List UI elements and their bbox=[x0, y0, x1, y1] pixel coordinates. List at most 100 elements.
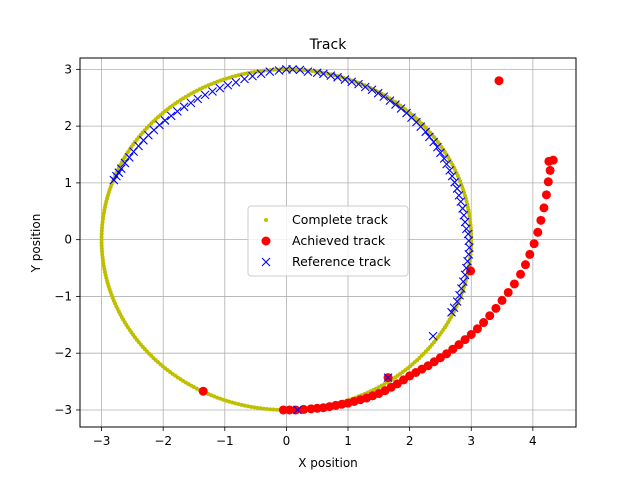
x-marker-stroke bbox=[333, 72, 342, 82]
x-marker-stroke bbox=[114, 168, 124, 178]
complete-track-point bbox=[215, 395, 220, 400]
x-marker-stroke bbox=[261, 257, 271, 267]
x-marker-stroke bbox=[231, 78, 241, 87]
reference-track-point bbox=[295, 65, 305, 75]
x-marker-stroke bbox=[303, 67, 313, 77]
reference-track-point bbox=[385, 96, 395, 105]
x-marker-stroke bbox=[240, 74, 249, 84]
x-marker-stroke bbox=[385, 96, 395, 105]
reference-track-point bbox=[439, 154, 449, 163]
complete-track-point bbox=[224, 398, 229, 403]
complete-track-point bbox=[468, 219, 473, 224]
x-marker-stroke bbox=[326, 71, 336, 80]
complete-track-point bbox=[271, 407, 276, 412]
achieved-track-point bbox=[485, 311, 495, 321]
reference-track-point bbox=[447, 171, 457, 181]
x-marker-stroke bbox=[109, 175, 119, 185]
y-axis-label: Y position bbox=[29, 214, 43, 274]
series-layer bbox=[99, 64, 558, 415]
reference-track-point bbox=[396, 104, 406, 113]
legend-box bbox=[247, 205, 409, 277]
x-marker-stroke bbox=[248, 71, 257, 81]
x-marker-stroke bbox=[455, 290, 464, 300]
reference-track-point bbox=[248, 71, 257, 81]
legend: Complete track Achieved track Reference … bbox=[247, 205, 409, 277]
achieved-track-point bbox=[516, 269, 526, 279]
complete-track-point bbox=[261, 406, 266, 411]
reference-track-point bbox=[293, 405, 302, 415]
reference-track-point bbox=[454, 190, 464, 200]
reference-track-point bbox=[447, 307, 456, 317]
achieved-track-point bbox=[536, 215, 546, 225]
complete-track-point bbox=[100, 222, 105, 227]
complete-track-point bbox=[100, 255, 105, 260]
x-marker-stroke bbox=[288, 64, 297, 74]
complete-track-point bbox=[99, 243, 104, 248]
reference-track-point bbox=[460, 270, 470, 280]
reference-track-point bbox=[391, 100, 400, 109]
x-marker-stroke bbox=[452, 184, 462, 193]
reference-track-point bbox=[421, 127, 431, 137]
complete-track-point bbox=[236, 402, 241, 407]
complete-track-point bbox=[252, 405, 257, 410]
achieved-track-point bbox=[466, 329, 476, 339]
reference-track-point bbox=[282, 64, 291, 74]
x-marker-stroke bbox=[442, 159, 451, 169]
achieved-track-point bbox=[494, 76, 504, 86]
x-tick-label: 0 bbox=[283, 434, 291, 448]
reference-track-point bbox=[428, 331, 438, 341]
complete-track-point bbox=[99, 228, 104, 233]
reference-track-point bbox=[208, 87, 217, 96]
x-marker-stroke bbox=[457, 284, 466, 293]
achieved-track-point bbox=[299, 404, 309, 414]
x-marker-stroke bbox=[460, 217, 470, 227]
x-marker-stroke bbox=[367, 85, 377, 95]
reference-track-point bbox=[459, 210, 469, 220]
reference-track-point bbox=[442, 159, 451, 169]
reference-track-point bbox=[155, 120, 164, 130]
complete-track-point bbox=[99, 237, 104, 242]
reference-track-point bbox=[461, 263, 471, 273]
x-marker-stroke bbox=[463, 229, 473, 239]
reference-track-point bbox=[449, 303, 459, 313]
reference-track-point bbox=[240, 74, 249, 84]
reference-track-point bbox=[179, 102, 189, 112]
complete-track-point bbox=[100, 216, 105, 221]
complete-track-point bbox=[245, 404, 250, 409]
achieved-track-point bbox=[291, 405, 301, 415]
complete-track-point bbox=[258, 406, 263, 411]
x-marker-stroke bbox=[193, 94, 203, 104]
achieved-track-point bbox=[442, 349, 452, 359]
complete-track-point bbox=[294, 67, 299, 72]
y-tick-label: 2 bbox=[64, 119, 72, 133]
legend-marker-reference-track bbox=[261, 257, 271, 267]
reference-track-point bbox=[429, 137, 439, 147]
x-marker-stroke bbox=[223, 80, 233, 90]
reference-track-point bbox=[457, 284, 466, 293]
y-tick-label: 0 bbox=[64, 233, 72, 247]
reference-track-point bbox=[452, 184, 462, 193]
complete-track-point bbox=[287, 67, 292, 72]
complete-track-point bbox=[227, 75, 232, 80]
legend-x-marker bbox=[261, 257, 271, 267]
x-marker-stroke bbox=[282, 64, 291, 74]
x-marker-stroke bbox=[461, 224, 471, 234]
complete-track-point bbox=[99, 234, 104, 239]
x-marker-stroke bbox=[256, 69, 266, 79]
complete-track-point bbox=[242, 71, 247, 76]
reference-track-point bbox=[186, 98, 196, 108]
axes-frame bbox=[79, 57, 577, 428]
x-tick-label: 3 bbox=[467, 434, 475, 448]
x-marker-stroke bbox=[464, 250, 474, 259]
complete-track-point bbox=[233, 401, 238, 406]
reference-track-point bbox=[460, 217, 470, 227]
reference-track-point bbox=[373, 88, 383, 98]
x-tick-label: 2 bbox=[406, 434, 414, 448]
reference-track-point bbox=[455, 290, 464, 300]
reference-track-point bbox=[347, 77, 357, 87]
complete-track-point bbox=[99, 240, 104, 245]
reference-track-point bbox=[215, 83, 225, 93]
complete-track-point bbox=[310, 69, 315, 74]
x-marker-stroke bbox=[429, 137, 439, 147]
reference-track-point bbox=[436, 148, 445, 158]
